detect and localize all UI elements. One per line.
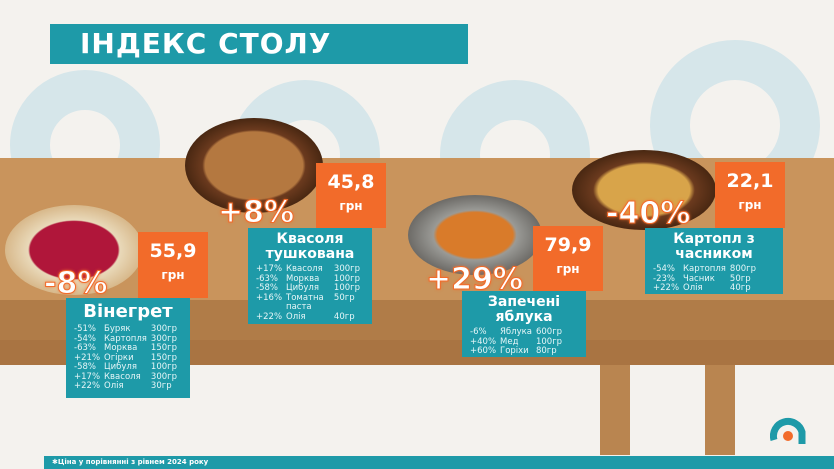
ingredient-pct: -54%	[74, 333, 96, 344]
ingredient-name: Горіхи	[500, 346, 529, 356]
ingredient-qty: 300гр	[333, 264, 360, 274]
ingredient-qty: 100гр	[333, 283, 360, 293]
change-percent: -8%	[43, 266, 108, 302]
ingredient-row: -58% Цибуля 100гр	[74, 362, 181, 373]
price-badge: 22,1 грн	[715, 162, 785, 228]
ingredient-row: -63% Морква 150гр	[74, 343, 181, 354]
footnote: ✱Ціна у порівнянні з рівнем 2024 року	[44, 456, 834, 469]
ingredient-pct: +17%	[74, 371, 101, 382]
ingredient-row: -23% Часник 50гр	[653, 273, 760, 285]
ingredient-name: Олія	[286, 311, 306, 322]
ingredient-qty: 300гр	[150, 324, 178, 334]
ingredient-row: -54% Картопля 300гр	[74, 333, 181, 345]
ingredient-row: +22% Олія 40гр	[653, 283, 760, 294]
ingredient-qty: 40гр	[729, 283, 751, 293]
ingredient-pct: +40%	[470, 336, 497, 347]
beans-image	[185, 118, 323, 213]
ingredient-name: Огірки	[104, 352, 134, 363]
ingredient-qty: 80гр	[535, 346, 557, 356]
ingredient-row: +16% Томатна паста 50гр	[256, 292, 364, 313]
ingredient-row: -58% Цибуля 100гр	[256, 283, 364, 294]
ingredient-row: -6% Яблука 600гр	[470, 327, 566, 338]
ingredient-qty: 150гр	[150, 343, 178, 353]
ingredients-table: -54% Картопля 800гр -23% Часник 50гр +22% Олія 4…	[653, 264, 760, 294]
ingredient-row: -63% Морква 100гр	[256, 273, 364, 285]
ingredient-row: -51% Буряк 300гр	[74, 324, 181, 335]
ingredient-pct: -23%	[653, 273, 675, 284]
ingredient-name: Буряк	[104, 324, 131, 334]
potatoes-image	[572, 150, 716, 230]
ingredient-pct: -63%	[74, 343, 96, 353]
ingredient-name: Яблука	[500, 327, 532, 337]
ingredient-qty: 40гр	[333, 311, 355, 322]
change-percent: +8%	[217, 195, 295, 231]
ingredient-name: Цибуля	[286, 283, 319, 293]
change-percent: -40%	[605, 196, 691, 232]
ingredients-table: -6% Яблука 600гр +40% Мед 100гр +60% Горіхи 80гр	[470, 327, 566, 357]
price-badge: 55,9 грн	[138, 232, 208, 298]
ingredient-qty: 100гр	[150, 362, 178, 372]
ingredient-name: Картопля	[683, 264, 726, 274]
price-badge: 45,8 грн	[316, 163, 386, 228]
ingredient-row: +22% Олія 40гр	[256, 311, 364, 323]
dish-card-apples: Запечені яблука -6% Яблука 600гр +40% Мед 100г…	[462, 291, 586, 357]
ingredient-qty: 100гр	[333, 273, 360, 284]
ingredient-name: Квасоля	[104, 371, 141, 382]
ingredient-name: Часник	[683, 273, 715, 284]
ingredient-pct: +60%	[470, 346, 497, 356]
ingredient-qty: 800гр	[729, 264, 757, 274]
dish-card-beans: Квасоля тушкована +17% Квасоля 300гр -63% Мор…	[248, 228, 372, 324]
dish-card-potatoes: Картопл з часником -54% Картопля 800гр -23% Ч…	[645, 228, 783, 294]
page-title: ІНДЕКС СТОЛУ	[50, 24, 468, 64]
ingredient-name: Томатна паста	[286, 292, 324, 312]
ingredient-pct: +21%	[74, 352, 101, 363]
ingredients-table: -51% Буряк 300гр -54% Картопля 300гр -63% Моркв…	[74, 324, 181, 392]
ingredient-pct: -58%	[74, 362, 96, 372]
ingredient-pct: +22%	[256, 311, 283, 322]
brand-logo-icon	[770, 417, 806, 444]
ingredient-row: +17% Квасоля 300гр	[256, 264, 364, 275]
ingredient-name: Цибуля	[104, 362, 137, 372]
ingredient-pct: -63%	[256, 273, 278, 284]
ingredient-pct: +16%	[256, 292, 283, 303]
ingredient-pct: +17%	[256, 264, 283, 274]
price-badge: 79,9 грн	[533, 226, 603, 291]
ingredient-pct: -51%	[74, 324, 96, 334]
ingredient-row: +22% Олія 30гр	[74, 381, 181, 392]
ingredient-qty: 100гр	[535, 336, 563, 347]
ingredient-row: +40% Мед 100гр	[470, 336, 566, 348]
ingredient-name: Квасоля	[286, 264, 323, 274]
ingredient-qty: 300гр	[150, 333, 178, 344]
ingredient-qty: 50гр	[729, 273, 751, 284]
ingredient-name: Олія	[104, 381, 124, 391]
ingredient-pct: +22%	[74, 381, 101, 391]
ingredient-name: Морква	[104, 343, 138, 353]
ingredient-name: Картопля	[104, 333, 147, 344]
ingredient-row: +17% Квасоля 300гр	[74, 371, 181, 383]
dish-card-vinegret: Вінегрет -51% Буряк 300гр -54% Картопля 300гр -…	[66, 298, 190, 398]
ingredient-qty: 150гр	[150, 352, 178, 363]
ingredient-pct: -58%	[256, 283, 278, 293]
ingredient-name: Морква	[286, 273, 320, 284]
ingredient-row: -54% Картопля 800гр	[653, 264, 760, 275]
ingredient-qty: 300гр	[150, 371, 178, 382]
vinegret-image	[5, 205, 143, 295]
ingredient-pct: +22%	[653, 283, 680, 293]
baked-apples-image	[408, 195, 542, 275]
ingredient-qty: 30гр	[150, 381, 172, 391]
ingredients-table: +17% Квасоля 300гр -63% Морква 100гр -58% Цибул…	[256, 264, 364, 323]
ingredient-qty: 600гр	[535, 327, 563, 337]
ingredient-name: Мед	[500, 336, 519, 347]
ingredient-pct: -6%	[470, 327, 487, 337]
ingredient-row: +21% Огірки 150гр	[74, 352, 181, 364]
ingredient-pct: -54%	[653, 264, 675, 274]
ingredient-name: Олія	[683, 283, 703, 293]
ingredient-row: +60% Горіхи 80гр	[470, 346, 566, 357]
ingredient-qty: 50гр	[333, 292, 355, 303]
